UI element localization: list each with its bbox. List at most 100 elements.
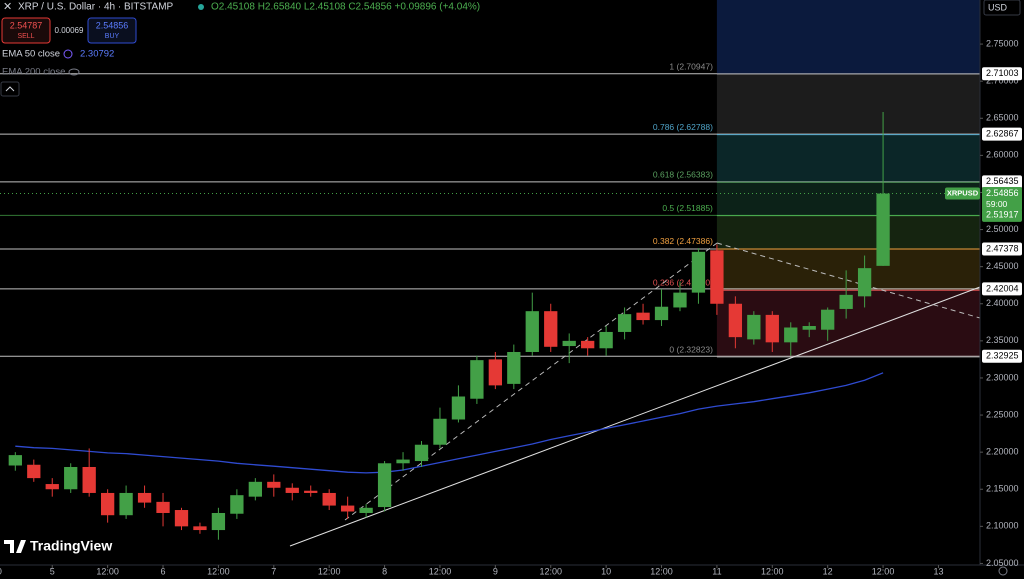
candle-body [377, 463, 392, 508]
x-tick-label: 12:00 [872, 566, 895, 576]
buy-button[interactable] [87, 17, 137, 44]
candle-body [876, 193, 890, 266]
y-tick-label: 2.75000 [986, 38, 1019, 48]
currency-button[interactable] [983, 0, 1021, 16]
fib-zone [716, 134, 980, 183]
price-label: 2.62867 [986, 128, 1019, 138]
fib-label: 0 (2.32823) [669, 344, 713, 354]
x-tick-label: 5 [50, 566, 55, 576]
candle-body [156, 501, 170, 513]
fib-zone-layer [716, 0, 980, 358]
candle-body [119, 492, 133, 516]
candle-body [451, 396, 466, 420]
price-label-box [982, 127, 1022, 141]
x-tick-label: 6 [161, 566, 166, 576]
candles [8, 112, 890, 540]
ema-legend: EMA 50 close [2, 49, 60, 60]
candle-body [359, 507, 373, 513]
candle-body [174, 510, 189, 527]
sell-button[interactable] [1, 17, 51, 44]
candle-body [8, 455, 22, 466]
fib-zone [716, 182, 980, 216]
close-icon[interactable]: ✕ [3, 1, 12, 13]
currency: USD [988, 2, 1008, 12]
candle-body [507, 351, 521, 384]
x-tick-label: 12:00 [429, 566, 452, 576]
axes: 2.750002.700002.650002.600002.550002.500… [0, 38, 1022, 576]
fib-label: 1 (2.70947) [669, 61, 713, 71]
y-tick-label: 2.30000 [986, 372, 1019, 382]
candle-body [784, 327, 798, 343]
candle-body [562, 340, 576, 347]
settings-icon[interactable] [63, 49, 73, 59]
x-tick-label: 9 [493, 566, 498, 576]
trend-line [289, 286, 981, 547]
candle-body [654, 306, 669, 321]
fib-zone [716, 248, 980, 291]
y-tick-label: 2.50000 [986, 224, 1019, 234]
buy-price: 2.54856 [96, 20, 129, 30]
buy-label: BUY [105, 33, 120, 40]
y-tick-label: 2.20000 [986, 447, 1019, 457]
candle-body [470, 360, 484, 399]
candle-body [710, 250, 724, 304]
last-price-label: 2.54856 [986, 188, 1019, 198]
candle-body [857, 268, 872, 297]
candle-body [488, 359, 503, 386]
x-tick-label: 12:00 [318, 566, 341, 576]
spread: 0.00069 [55, 26, 84, 35]
candle-body [304, 490, 318, 493]
candle-body [636, 312, 650, 321]
candle-body [544, 311, 558, 347]
candle-body [414, 444, 429, 462]
candle-body [747, 314, 761, 340]
status-dot [198, 4, 204, 10]
price-label-box [982, 282, 1022, 296]
fib-zone [716, 215, 980, 249]
y-tick-label: 2.45000 [986, 261, 1019, 271]
y-tick-label: 2.35000 [986, 335, 1019, 345]
price-label: 2.51917 [986, 210, 1019, 220]
price-label: 2.42004 [986, 283, 1019, 293]
candle-body [433, 418, 447, 445]
ema-200-legend: EMA 200 close [2, 67, 65, 78]
fib-label: 0.786 (2.62788) [653, 122, 713, 132]
ohlc: O2.45108 H2.65840 L2.45108 C2.54856 +0.0… [211, 2, 480, 13]
logo-mark [4, 540, 26, 553]
candle-body [396, 459, 410, 464]
x-tick-label: 7 [271, 566, 276, 576]
price-label-box [982, 242, 1022, 256]
collapse-button[interactable] [0, 81, 20, 97]
visibility-icon[interactable] [68, 68, 80, 76]
candle-body [82, 466, 96, 493]
candle-body [248, 481, 262, 497]
settings-button[interactable] [998, 566, 1008, 576]
candle-body [45, 484, 59, 490]
x-tick-label: 12:00 [650, 566, 673, 576]
candle-body [193, 526, 207, 531]
candle-body [64, 466, 78, 490]
candle-body [285, 487, 299, 493]
x-tick-label: 12:00 [207, 566, 230, 576]
y-tick-label: 2.65000 [986, 113, 1019, 123]
candle-body [27, 464, 41, 479]
price-label-box [982, 175, 1022, 189]
price-label-box [982, 349, 1022, 363]
candle-body [839, 294, 853, 309]
ema-value: 2.30792 [80, 49, 114, 60]
y-tick-label: 2.40000 [986, 298, 1019, 308]
price-label: 2.71003 [986, 68, 1019, 78]
candle-body [211, 512, 226, 531]
candle-body [230, 495, 244, 514]
candle-body [728, 303, 743, 338]
price-label-box [982, 208, 1022, 222]
dashed-trend-line [716, 242, 981, 319]
y-tick-label: 2.70000 [986, 76, 1019, 86]
drawings [289, 242, 981, 547]
level-layer: 1 (2.70947) 0.786 (2.62788) 0.618 (2.56383… [0, 61, 980, 358]
candle-body [821, 309, 835, 330]
symbol-title: XRP / U.S. Dollar · 4h · BITSTAMP [18, 2, 174, 13]
fib-label: 0.5 (2.51885) [662, 203, 713, 213]
